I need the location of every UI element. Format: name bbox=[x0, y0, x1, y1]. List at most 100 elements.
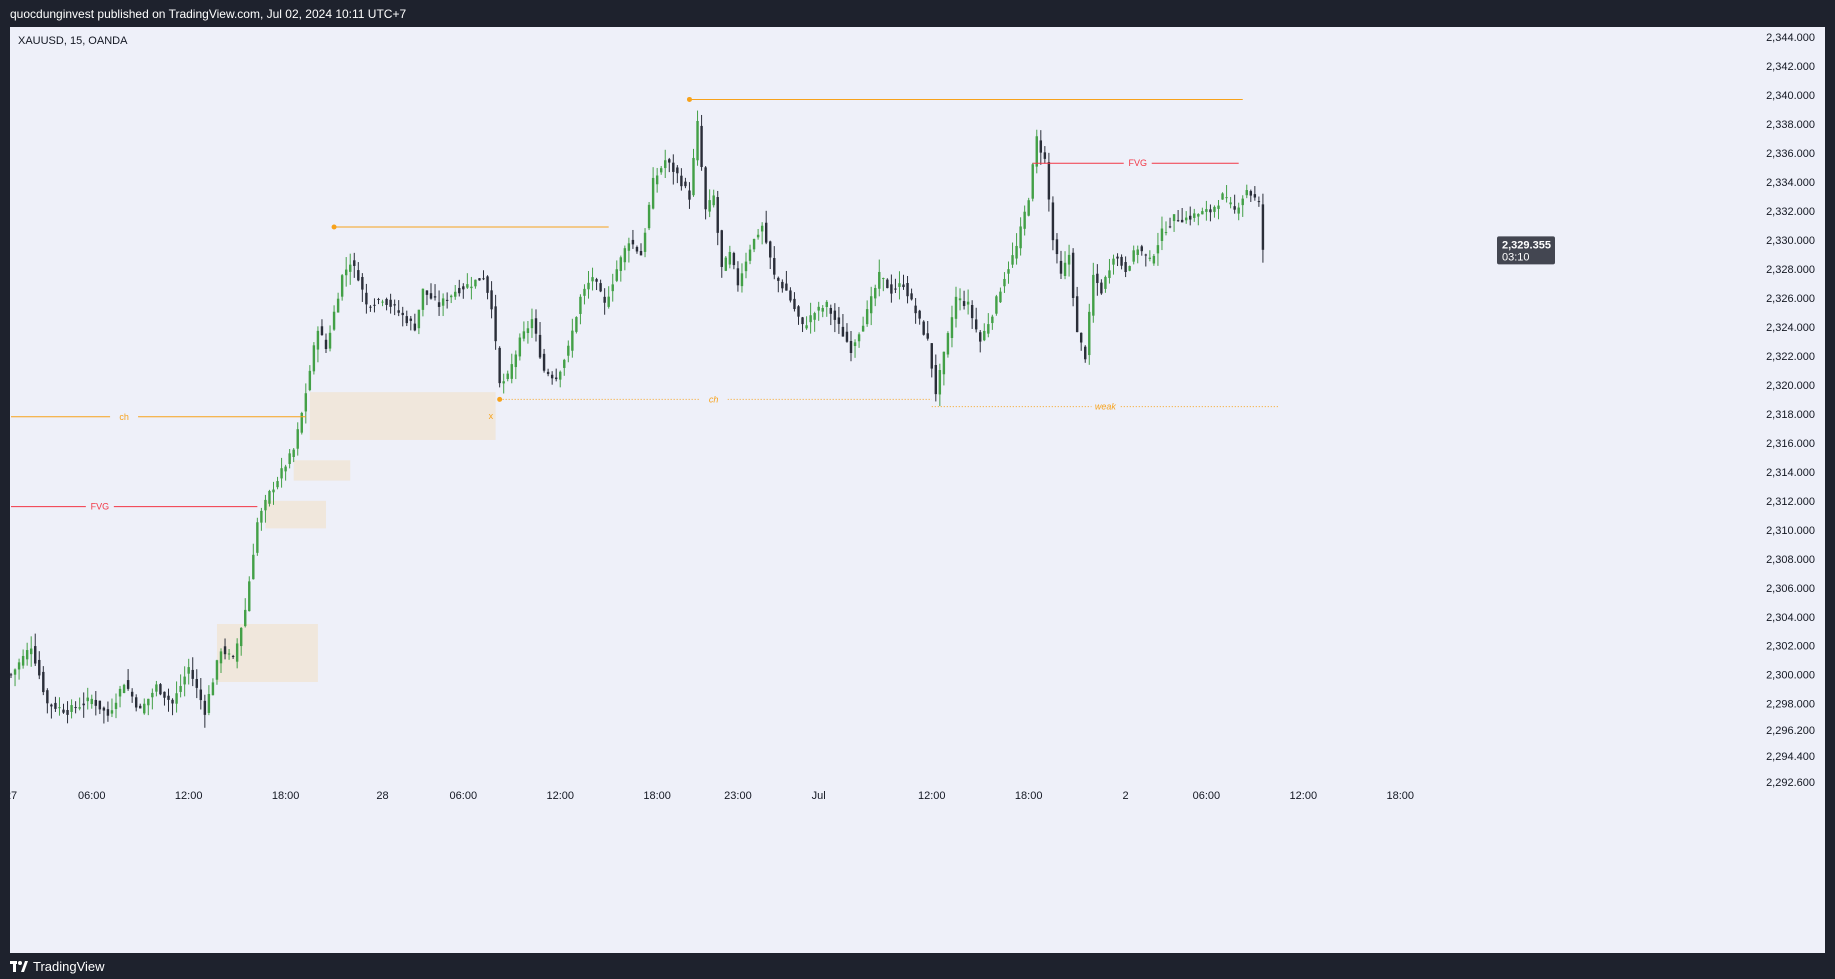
candle-body[interactable] bbox=[696, 120, 699, 161]
candle-body[interactable] bbox=[183, 676, 186, 685]
candle-body[interactable] bbox=[1007, 269, 1010, 274]
candle-body[interactable] bbox=[466, 284, 469, 288]
candle-body[interactable] bbox=[1144, 254, 1148, 256]
candle-body[interactable] bbox=[619, 257, 623, 271]
candle-body[interactable] bbox=[668, 159, 671, 163]
candle-body[interactable] bbox=[704, 167, 707, 210]
candle-body[interactable] bbox=[1043, 152, 1047, 159]
candle-body[interactable] bbox=[373, 304, 376, 306]
candle-body[interactable] bbox=[1241, 198, 1244, 206]
candle-body[interactable] bbox=[1039, 140, 1043, 153]
candle-body[interactable] bbox=[720, 230, 723, 267]
candle-body[interactable] bbox=[25, 650, 29, 660]
candle-body[interactable] bbox=[999, 291, 1002, 303]
candle-body[interactable] bbox=[700, 125, 703, 167]
candle-body[interactable] bbox=[1257, 201, 1261, 203]
candle-body[interactable] bbox=[938, 370, 942, 395]
candle-body[interactable] bbox=[829, 308, 833, 314]
candle-body[interactable] bbox=[655, 175, 659, 185]
candle-body[interactable] bbox=[522, 331, 526, 339]
candle-body[interactable] bbox=[94, 699, 98, 706]
candle-body[interactable] bbox=[599, 283, 602, 292]
candle-body[interactable] bbox=[332, 311, 336, 330]
candle-body[interactable] bbox=[199, 689, 203, 701]
candle-body[interactable] bbox=[817, 306, 820, 311]
candle-body[interactable] bbox=[1156, 245, 1160, 254]
candle-body[interactable] bbox=[324, 339, 328, 350]
candle-body[interactable] bbox=[413, 323, 417, 331]
candle-body[interactable] bbox=[833, 310, 837, 320]
candle-body[interactable] bbox=[1047, 162, 1051, 200]
candle-body[interactable] bbox=[1059, 260, 1063, 274]
candle-body[interactable] bbox=[320, 326, 324, 336]
candle-body[interactable] bbox=[494, 306, 497, 342]
candle-body[interactable] bbox=[316, 330, 320, 350]
candle-body[interactable] bbox=[554, 377, 558, 380]
candle-body[interactable] bbox=[449, 295, 453, 298]
candle-body[interactable] bbox=[349, 264, 352, 272]
candle-body[interactable] bbox=[401, 312, 404, 316]
candle-body[interactable] bbox=[175, 693, 178, 704]
candle-body[interactable] bbox=[389, 299, 392, 307]
candlestick-chart[interactable]: x ch ch weak FVG FVG 2,344.000 2,342.000 2,340.0… bbox=[10, 27, 1825, 953]
candle-body[interactable] bbox=[207, 693, 211, 713]
candle-body[interactable] bbox=[365, 292, 368, 305]
candle-body[interactable] bbox=[292, 449, 295, 457]
candle-body[interactable] bbox=[78, 707, 81, 709]
candle-body[interactable] bbox=[244, 609, 247, 627]
candle-body[interactable] bbox=[143, 703, 146, 714]
candle-body[interactable] bbox=[680, 175, 683, 187]
candle-body[interactable] bbox=[942, 351, 946, 375]
candle-body[interactable] bbox=[692, 157, 695, 196]
candle-body[interactable] bbox=[559, 371, 562, 380]
candle-body[interactable] bbox=[918, 310, 921, 319]
candle-body[interactable] bbox=[377, 299, 380, 301]
candle-body[interactable] bbox=[769, 241, 772, 258]
candle-body[interactable] bbox=[421, 288, 425, 310]
candle-body[interactable] bbox=[248, 581, 251, 612]
candle-body[interactable] bbox=[353, 260, 356, 266]
candle-body[interactable] bbox=[102, 707, 106, 711]
candle-body[interactable] bbox=[361, 276, 364, 290]
candle-body[interactable] bbox=[74, 707, 77, 709]
candle-body[interactable] bbox=[98, 700, 102, 710]
candle-body[interactable] bbox=[514, 354, 518, 368]
candle-body[interactable] bbox=[651, 177, 655, 209]
candle-body[interactable] bbox=[1152, 255, 1156, 264]
candle-body[interactable] bbox=[1205, 209, 1208, 212]
candle-body[interactable] bbox=[1193, 213, 1196, 218]
candle-body[interactable] bbox=[979, 332, 982, 342]
candle-body[interactable] bbox=[215, 660, 219, 680]
candle-body[interactable] bbox=[276, 481, 279, 488]
candle-body[interactable] bbox=[712, 195, 715, 206]
candle-body[interactable] bbox=[1189, 215, 1192, 220]
candle-body[interactable] bbox=[82, 703, 85, 706]
candle-body[interactable] bbox=[825, 301, 828, 308]
candle-body[interactable] bbox=[46, 690, 49, 704]
candle-body[interactable] bbox=[946, 333, 950, 355]
candle-body[interactable] bbox=[1055, 239, 1059, 255]
candle-body[interactable] bbox=[575, 317, 578, 332]
candle-body[interactable] bbox=[474, 279, 477, 287]
candle-body[interactable] bbox=[930, 343, 933, 369]
chart-area[interactable]: x ch ch weak FVG FVG 2,344.000 2,342.000 2,340.0… bbox=[10, 27, 1825, 953]
candle-body[interactable] bbox=[38, 659, 41, 676]
candle-body[interactable] bbox=[284, 466, 287, 472]
candle-body[interactable] bbox=[1084, 346, 1087, 360]
candle-body[interactable] bbox=[340, 275, 344, 297]
candle-body[interactable] bbox=[623, 248, 627, 263]
candle-body[interactable] bbox=[1071, 252, 1075, 298]
candle-body[interactable] bbox=[1233, 206, 1236, 210]
candle-body[interactable] bbox=[126, 680, 130, 689]
candle-body[interactable] bbox=[268, 490, 271, 504]
candle-body[interactable] bbox=[764, 222, 768, 243]
candle-body[interactable] bbox=[1229, 202, 1232, 205]
candle-body[interactable] bbox=[10, 674, 13, 676]
candle-body[interactable] bbox=[462, 286, 465, 290]
candle-body[interactable] bbox=[950, 317, 954, 338]
candle-body[interactable] bbox=[688, 190, 691, 200]
candle-body[interactable] bbox=[1015, 245, 1018, 259]
candle-body[interactable] bbox=[227, 653, 231, 655]
candle-body[interactable] bbox=[676, 167, 679, 174]
candle-body[interactable] bbox=[563, 359, 566, 368]
